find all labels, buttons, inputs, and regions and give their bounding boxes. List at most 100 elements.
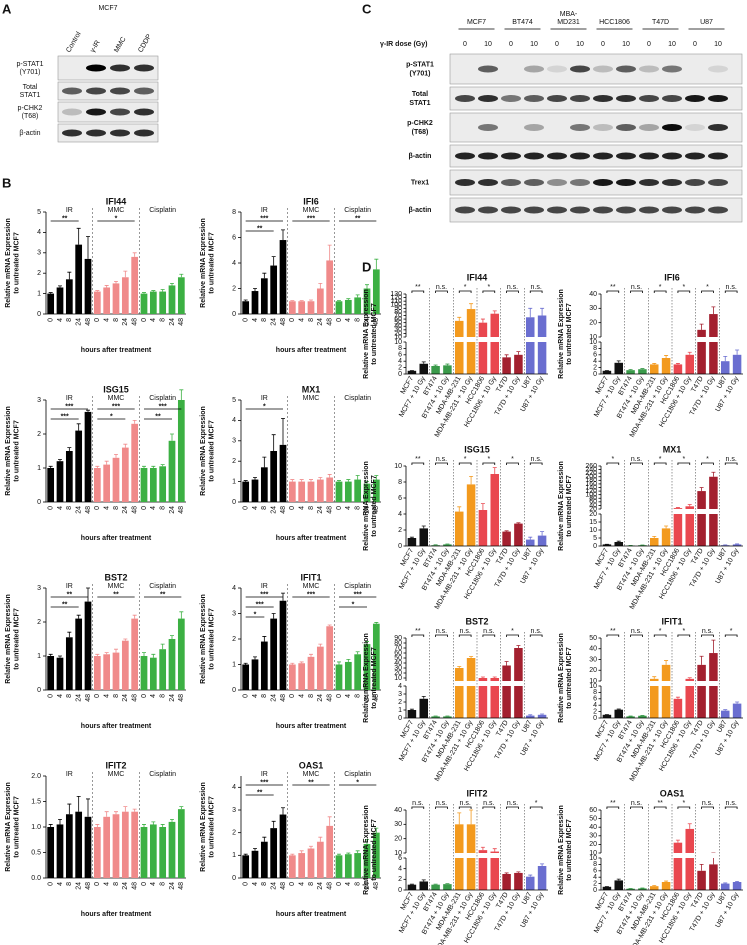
y-tick-label: 2 (398, 876, 402, 883)
bar (354, 654, 362, 690)
sig-label: n.s. (436, 800, 447, 807)
sig-label: n.s. (702, 800, 713, 807)
error-bar (445, 883, 450, 885)
y-tick-label: 1.5 (31, 798, 41, 805)
bar (525, 876, 535, 890)
lane-label: Control (65, 30, 83, 53)
y-tick-label: 30 (589, 833, 597, 840)
sig-bracket (482, 462, 496, 465)
error-bar (337, 661, 341, 665)
group-label: Cisplatin (149, 771, 176, 778)
y-tick-label: 0 (37, 311, 41, 318)
sig-label: * (682, 800, 685, 807)
y-tick-label: 30 (394, 821, 402, 828)
bar (732, 882, 742, 890)
x-tick-label: 4 (104, 318, 111, 322)
error-bar (504, 872, 509, 874)
x-tick-label: 24 (122, 882, 129, 890)
error-bar (675, 696, 680, 699)
error-bar (457, 316, 462, 321)
error-bar (179, 611, 184, 619)
x-tick-label: 4 (104, 694, 111, 698)
sig-label: ** (415, 456, 421, 463)
group-label: MMC (108, 771, 125, 778)
error-bar (421, 696, 426, 699)
error-bar (327, 244, 332, 261)
bar (326, 825, 334, 878)
sig-label: ** (657, 800, 663, 807)
sig-bracket (529, 634, 543, 637)
y-tick-label: 2 (232, 285, 236, 292)
y-tick-label: 90 (394, 305, 402, 312)
error-bar (327, 474, 332, 478)
bar (177, 618, 185, 690)
bar (466, 658, 476, 718)
error-bar (457, 666, 462, 668)
sig-label: *** (260, 779, 268, 786)
x-axis-label: hours after treatment (276, 535, 347, 542)
sig-label: ** (62, 601, 68, 608)
row-label: Total (23, 84, 38, 91)
sig-bracket (606, 462, 620, 465)
y-tick-label: 4 (398, 866, 402, 873)
bar (159, 827, 167, 878)
x-tick-label: 0 (141, 506, 148, 510)
x-tick-label: 8 (355, 882, 362, 886)
band (708, 95, 728, 102)
y-tick-label: 1 (37, 290, 41, 297)
y-axis-label: to untreated MCF7 (208, 796, 215, 858)
dose: 10 (714, 41, 722, 48)
error-bar (687, 351, 692, 355)
error-bar (123, 443, 128, 448)
y-tick-label: 4 (37, 229, 41, 236)
bar (84, 258, 92, 314)
y-tick-label: 120 (585, 488, 597, 495)
x-tick-label: 24 (169, 694, 176, 702)
error-bar (528, 307, 533, 318)
bar (131, 811, 139, 878)
x-tick-label: 4 (252, 882, 259, 886)
bar (407, 538, 417, 546)
x-tick-label: 24 (271, 882, 278, 890)
sig-label: * (115, 215, 118, 222)
x-tick-label: 8 (113, 318, 120, 322)
group-label: IR (261, 207, 268, 214)
y-axis-label: to untreated MCF7 (566, 819, 573, 881)
band (639, 95, 659, 102)
x-tick-label: 24 (169, 506, 176, 514)
group-label: Cisplatin (344, 395, 371, 402)
sig-label: n.s. (507, 800, 518, 807)
band (547, 206, 567, 214)
bar (697, 491, 706, 546)
error-bar (271, 613, 276, 619)
error-bar (457, 812, 462, 825)
bar (242, 481, 250, 502)
bar (443, 365, 452, 374)
sig-label: n.s. (436, 456, 447, 463)
bar (372, 832, 380, 878)
bar (75, 618, 83, 690)
bar (419, 881, 429, 890)
y-tick-label: 0.0 (31, 875, 41, 882)
error-bar (151, 290, 156, 292)
y-tick-label: 4 (398, 511, 402, 518)
band (685, 206, 705, 214)
row-label: β-actin (409, 207, 432, 214)
error-bar (160, 464, 165, 467)
error-bar (457, 506, 462, 512)
band (134, 129, 154, 137)
error-bar (421, 525, 426, 529)
x-tick-label: 8 (261, 882, 268, 886)
chart-title: ISG15 (103, 384, 129, 394)
y-tick-label: 3 (398, 691, 402, 698)
x-tick-label: 24 (76, 694, 83, 702)
y-tick-label: 10 (589, 855, 597, 862)
y-tick-label: 6 (398, 495, 402, 502)
y-tick-label: 120 (390, 294, 402, 301)
panel-label: D (362, 259, 371, 274)
y-tick-label: 40 (394, 323, 402, 330)
band (662, 152, 682, 160)
y-tick-label: 40 (589, 824, 597, 831)
band (616, 65, 636, 73)
bar (344, 481, 352, 502)
